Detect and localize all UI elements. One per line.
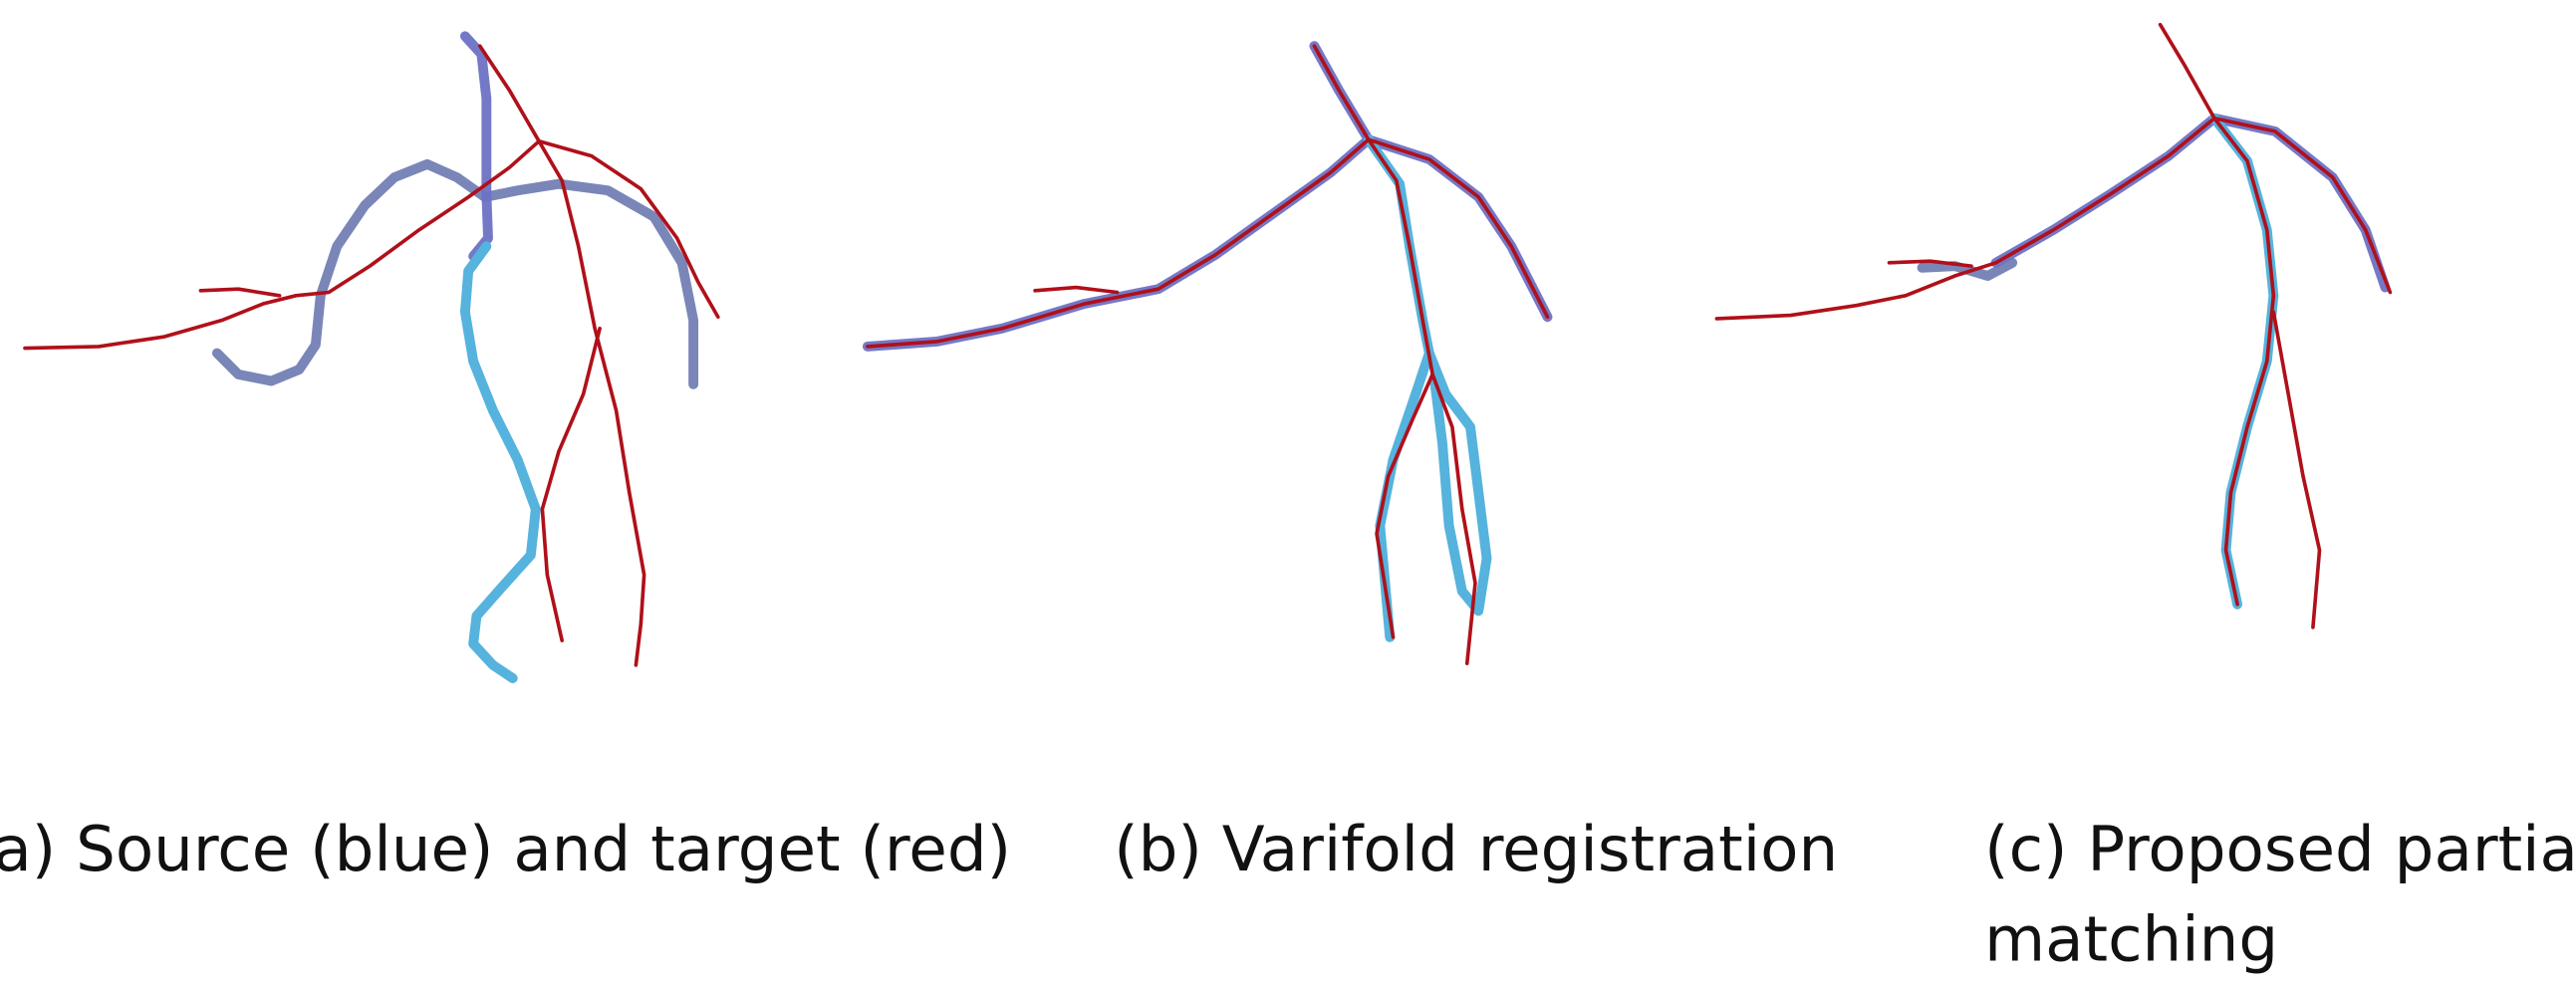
caption: matching <box>1984 903 2278 976</box>
source-curve <box>868 46 1369 347</box>
caption: (c) Proposed partial <box>1984 813 2576 885</box>
target-curve <box>539 141 644 665</box>
figure: (a) Source (blue) and target (red) (b) V… <box>0 0 2576 987</box>
source-curve <box>465 36 488 256</box>
source-curve <box>2214 119 2273 605</box>
target-curve <box>1035 288 1117 293</box>
panel-c <box>1716 25 2390 627</box>
target-curve <box>2214 119 2390 293</box>
source-curve <box>1369 139 1429 637</box>
source-curve <box>1996 119 2386 288</box>
source-curve <box>465 246 536 678</box>
panel-a <box>25 36 718 678</box>
source-curve <box>217 164 693 384</box>
target-curve <box>2273 312 2319 627</box>
caption: (a) Source (blue) and target (red) <box>0 813 1011 885</box>
target-curve <box>200 289 279 296</box>
target-curve <box>542 329 600 640</box>
source-curve <box>1369 139 1548 317</box>
target-curve <box>1369 139 1548 317</box>
caption: (b) Varifold registration <box>1114 813 1838 885</box>
panel-b <box>868 46 1548 663</box>
